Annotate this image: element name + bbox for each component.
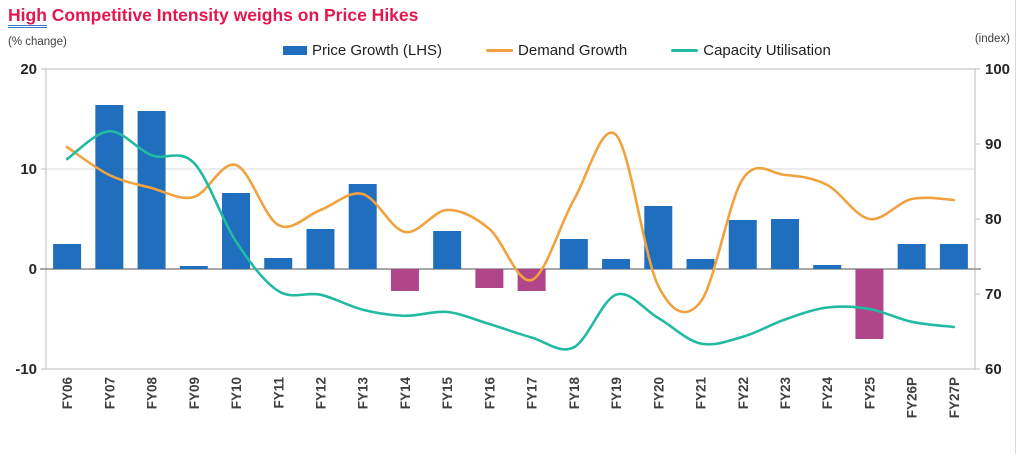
chart-title-rest: Competitive Intensity weighs on Price Hi… bbox=[46, 5, 419, 25]
legend-item-price-growth: Price Growth (LHS) bbox=[283, 42, 442, 59]
bar-FY12 bbox=[306, 229, 335, 269]
x-label-FY19: FY19 bbox=[609, 377, 624, 409]
x-label-FY23: FY23 bbox=[778, 377, 793, 410]
bar-FY16 bbox=[475, 269, 504, 288]
left-tick-label--10: -10 bbox=[15, 361, 37, 378]
x-label-FY15: FY15 bbox=[440, 377, 455, 410]
x-label-FY26P: FY26P bbox=[905, 377, 920, 418]
page-right-edge-line bbox=[1015, 0, 1016, 454]
legend-item-capacity-utilisation: Capacity Utilisation bbox=[671, 42, 831, 59]
right-tick-label-80: 80 bbox=[985, 211, 1002, 228]
x-label-FY07: FY07 bbox=[102, 377, 117, 409]
right-tick-label-90: 90 bbox=[985, 136, 1002, 153]
right-axis-caption: (index) bbox=[974, 33, 1010, 45]
x-label-FY11: FY11 bbox=[271, 377, 286, 409]
bar-FY09 bbox=[179, 266, 208, 269]
bar-FY13 bbox=[348, 184, 377, 269]
legend-item-demand-growth: Demand Growth bbox=[486, 42, 627, 59]
legend-label-demand-growth: Demand Growth bbox=[518, 42, 628, 59]
demand-growth-line bbox=[65, 131, 956, 314]
left-tick-label-20: 20 bbox=[20, 61, 37, 78]
x-label-FY10: FY10 bbox=[229, 377, 244, 409]
x-label-FY25: FY25 bbox=[862, 377, 877, 410]
x-label-FY27P: FY27P bbox=[947, 377, 962, 418]
bar-FY06 bbox=[53, 244, 82, 269]
x-label-FY09: FY09 bbox=[187, 377, 202, 409]
price-growth-bar-swatch-icon bbox=[283, 46, 307, 55]
bar-FY19 bbox=[602, 259, 631, 269]
bar-FY07 bbox=[95, 105, 124, 269]
x-label-FY16: FY16 bbox=[482, 377, 497, 410]
x-label-FY17: FY17 bbox=[525, 377, 540, 409]
bar-FY24 bbox=[813, 265, 842, 269]
right-tick-label-60: 60 bbox=[985, 361, 1002, 378]
chart-title-highlighted-word: High bbox=[8, 5, 47, 28]
right-tick-label-100: 100 bbox=[985, 61, 1010, 78]
left-tick-label-0: 0 bbox=[29, 261, 37, 278]
x-label-FY13: FY13 bbox=[356, 377, 371, 410]
chart-legend: Price Growth (LHS) Demand Growth Capacit… bbox=[283, 42, 831, 59]
x-label-FY22: FY22 bbox=[736, 377, 751, 409]
demand-growth-line-swatch-icon bbox=[486, 49, 514, 52]
bar-FY21 bbox=[686, 259, 715, 269]
left-axis-caption: (% change) bbox=[8, 36, 67, 48]
plot-border bbox=[45, 68, 976, 370]
bar-FY26P bbox=[897, 244, 926, 269]
x-label-FY14: FY14 bbox=[398, 377, 413, 410]
x-label-FY06: FY06 bbox=[60, 377, 75, 410]
bar-FY25 bbox=[855, 269, 884, 339]
capacity-utilisation-line-swatch-icon bbox=[671, 49, 699, 52]
right-tick-label-70: 70 bbox=[985, 286, 1002, 303]
bar-FY22 bbox=[728, 220, 757, 269]
bar-FY27P bbox=[939, 244, 968, 269]
bar-FY14 bbox=[390, 269, 419, 291]
legend-label-price-growth: Price Growth (LHS) bbox=[312, 42, 443, 59]
capacity-utilisation-line bbox=[65, 129, 956, 351]
chart-title: High Competitive Intensity weighs on Pri… bbox=[8, 5, 419, 28]
bar-FY11 bbox=[264, 258, 293, 269]
bar-FY18 bbox=[559, 239, 588, 269]
bar-FY15 bbox=[433, 231, 462, 269]
x-label-FY21: FY21 bbox=[694, 377, 709, 410]
x-label-FY24: FY24 bbox=[820, 377, 835, 410]
x-label-FY12: FY12 bbox=[313, 377, 328, 409]
x-label-FY20: FY20 bbox=[651, 377, 666, 409]
left-tick-label-10: 10 bbox=[20, 161, 37, 178]
x-label-FY08: FY08 bbox=[145, 377, 160, 410]
x-label-FY18: FY18 bbox=[567, 377, 582, 410]
legend-label-capacity-utilisation: Capacity Utilisation bbox=[703, 42, 831, 59]
bar-FY23 bbox=[770, 219, 799, 269]
